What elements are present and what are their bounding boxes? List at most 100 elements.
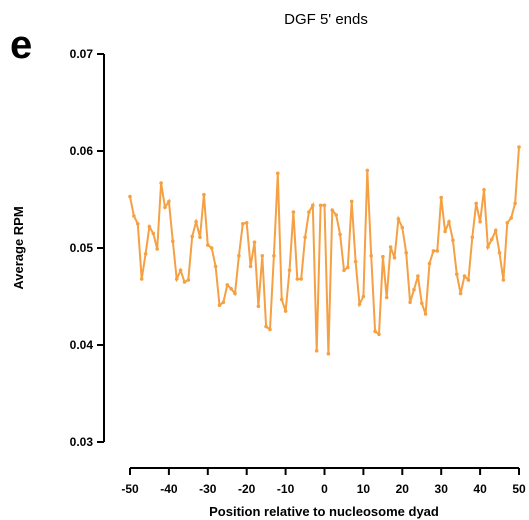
data-point <box>159 181 163 185</box>
series-line <box>129 147 520 354</box>
data-point <box>233 291 237 296</box>
data-point <box>307 210 311 214</box>
data-point <box>299 277 304 281</box>
data-point <box>431 249 436 253</box>
data-point <box>497 251 502 255</box>
data-point <box>252 240 257 244</box>
data-point <box>171 239 175 243</box>
data-point <box>314 349 319 353</box>
y-tick-label: 0.03 <box>70 435 94 449</box>
y-axis-label: Average RPM <box>11 206 26 289</box>
data-point <box>423 312 428 316</box>
data-point <box>458 291 463 296</box>
data-point <box>369 254 374 258</box>
data-point <box>490 237 494 242</box>
data-point <box>206 243 210 247</box>
data-point <box>174 277 179 281</box>
data-point <box>303 235 307 240</box>
data-point <box>221 300 226 305</box>
data-point <box>462 274 467 278</box>
data-point <box>213 264 218 269</box>
data-point <box>447 220 451 224</box>
data-point <box>260 254 265 258</box>
x-tick-label: 30 <box>435 482 449 496</box>
y-axis-ticks: 0.03 0.04 0.05 0.06 0.07 <box>70 47 104 449</box>
x-tick-label: -50 <box>121 482 139 496</box>
data-point <box>147 224 152 229</box>
x-tick-label: 10 <box>357 482 371 496</box>
data-point <box>268 327 272 332</box>
data-point <box>509 216 513 220</box>
plot-area <box>128 145 521 356</box>
data-point <box>361 294 366 299</box>
data-point <box>451 238 455 242</box>
data-point <box>474 201 479 206</box>
data-point <box>143 252 148 256</box>
data-point <box>373 329 377 334</box>
data-point <box>330 208 335 212</box>
data-point <box>416 274 420 278</box>
data-point <box>505 221 510 225</box>
data-point <box>202 192 206 197</box>
data-point <box>501 278 506 282</box>
data-point <box>139 277 144 281</box>
data-point <box>225 283 230 287</box>
data-point <box>392 255 397 260</box>
data-point <box>357 302 362 307</box>
data-point <box>513 201 517 206</box>
data-point <box>486 245 490 249</box>
x-tick-label: 0 <box>321 482 328 496</box>
data-point <box>338 232 342 237</box>
data-point <box>237 254 241 258</box>
data-point <box>318 203 323 208</box>
data-point <box>217 303 222 308</box>
data-point <box>244 221 249 225</box>
data-point <box>400 225 405 230</box>
x-tick-label: -30 <box>199 482 217 496</box>
data-point <box>408 300 412 305</box>
data-point <box>377 332 381 337</box>
data-point <box>466 278 471 282</box>
x-axis-label: Position relative to nucleosome dyad <box>209 504 439 519</box>
data-point <box>186 278 191 282</box>
x-tick-label: 40 <box>473 482 487 496</box>
data-point <box>470 235 475 240</box>
x-tick-label: 20 <box>396 482 410 496</box>
y-tick-label: 0.05 <box>70 241 94 255</box>
data-point <box>276 171 280 176</box>
data-point <box>517 145 521 149</box>
data-point <box>295 277 300 281</box>
data-point <box>128 194 132 199</box>
data-point <box>311 203 315 208</box>
data-point <box>455 272 459 277</box>
x-tick-label: -40 <box>160 482 178 496</box>
data-point <box>190 234 194 239</box>
data-point <box>272 254 276 258</box>
data-point <box>322 203 327 208</box>
data-point <box>194 220 198 224</box>
data-point <box>287 268 292 273</box>
data-point <box>439 195 444 200</box>
data-point <box>412 287 416 292</box>
data-point <box>435 249 440 253</box>
data-point <box>256 304 261 309</box>
data-point <box>248 264 253 269</box>
data-point <box>365 168 370 173</box>
data-point <box>136 222 140 226</box>
data-point <box>420 301 424 306</box>
data-point <box>182 280 187 284</box>
data-point <box>443 229 447 234</box>
panel-letter: e <box>10 23 32 67</box>
y-tick-label: 0.07 <box>70 47 94 61</box>
data-point <box>264 324 268 329</box>
data-point <box>198 235 202 240</box>
data-point <box>163 205 167 210</box>
data-point <box>346 265 350 270</box>
data-point <box>279 297 284 302</box>
x-tick-label: -10 <box>277 482 295 496</box>
data-point <box>178 268 183 273</box>
data-point <box>404 251 409 255</box>
data-point <box>291 210 296 214</box>
data-point <box>326 351 331 356</box>
